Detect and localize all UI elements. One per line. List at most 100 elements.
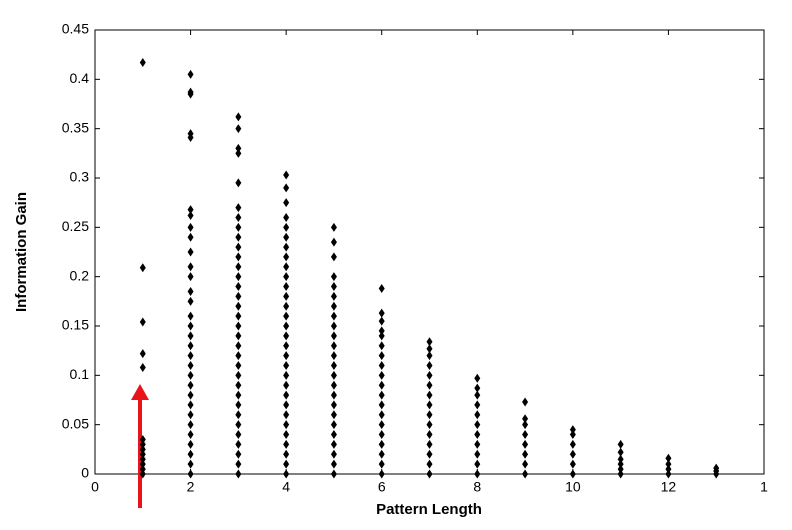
- point: [330, 380, 337, 390]
- point: [283, 301, 290, 311]
- point: [283, 291, 290, 301]
- point: [187, 286, 194, 296]
- point: [426, 469, 433, 479]
- point: [187, 247, 194, 257]
- point: [330, 449, 337, 459]
- point: [235, 449, 242, 459]
- point: [235, 301, 242, 311]
- point: [426, 344, 433, 354]
- point: [378, 284, 385, 294]
- y-tick-label: 0.2: [70, 267, 90, 283]
- point: [235, 380, 242, 390]
- point: [378, 469, 385, 479]
- point: [378, 341, 385, 351]
- point: [283, 232, 290, 242]
- point: [378, 420, 385, 430]
- point: [474, 439, 481, 449]
- point: [235, 400, 242, 410]
- point: [187, 380, 194, 390]
- point: [378, 351, 385, 361]
- point: [235, 420, 242, 430]
- point: [330, 390, 337, 400]
- point: [187, 390, 194, 400]
- annotation-arrow: [131, 384, 149, 508]
- point: [665, 469, 672, 479]
- point: [569, 439, 576, 449]
- point: [426, 449, 433, 459]
- point: [283, 321, 290, 331]
- point: [235, 262, 242, 272]
- point: [522, 420, 529, 430]
- point: [330, 410, 337, 420]
- point: [235, 459, 242, 469]
- point: [283, 341, 290, 351]
- point: [235, 430, 242, 440]
- point: [283, 311, 290, 321]
- point: [426, 390, 433, 400]
- point: [474, 400, 481, 410]
- point: [139, 444, 146, 454]
- point: [235, 112, 242, 122]
- point: [283, 469, 290, 479]
- point: [283, 272, 290, 282]
- point: [235, 143, 242, 153]
- y-tick-label: 0.15: [62, 317, 89, 333]
- point: [139, 349, 146, 359]
- point: [139, 317, 146, 327]
- point: [235, 178, 242, 188]
- point: [187, 351, 194, 361]
- point: [187, 272, 194, 282]
- point: [235, 439, 242, 449]
- point: [283, 420, 290, 430]
- point: [187, 360, 194, 370]
- point: [474, 390, 481, 400]
- point: [283, 400, 290, 410]
- point: [139, 454, 146, 464]
- x-tick-label: 12: [661, 479, 677, 495]
- point: [283, 410, 290, 420]
- point: [187, 205, 194, 215]
- point: [522, 414, 529, 424]
- x-tick-label: 0: [91, 479, 99, 495]
- point: [235, 212, 242, 222]
- point: [569, 430, 576, 440]
- y-tick-label: 0.3: [70, 169, 90, 185]
- point: [187, 262, 194, 272]
- point: [522, 397, 529, 407]
- x-tick-label: 4: [282, 479, 290, 495]
- point: [187, 341, 194, 351]
- point: [474, 430, 481, 440]
- point: [139, 58, 146, 68]
- point: [283, 198, 290, 208]
- point: [283, 459, 290, 469]
- point: [235, 341, 242, 351]
- point: [474, 410, 481, 420]
- point: [187, 331, 194, 341]
- point: [330, 237, 337, 247]
- point: [187, 400, 194, 410]
- point: [330, 331, 337, 341]
- point: [283, 242, 290, 252]
- point: [235, 252, 242, 262]
- point: [187, 439, 194, 449]
- point: [235, 242, 242, 252]
- point: [426, 360, 433, 370]
- point: [426, 380, 433, 390]
- point: [330, 459, 337, 469]
- point: [378, 439, 385, 449]
- point: [187, 469, 194, 479]
- point: [522, 449, 529, 459]
- point: [139, 439, 146, 449]
- point: [235, 321, 242, 331]
- point: [283, 380, 290, 390]
- point: [235, 390, 242, 400]
- point: [426, 351, 433, 361]
- point: [330, 282, 337, 292]
- point: [522, 430, 529, 440]
- point: [426, 459, 433, 469]
- point: [187, 449, 194, 459]
- point: [187, 89, 194, 99]
- point: [235, 331, 242, 341]
- x-tick-label: 8: [473, 479, 481, 495]
